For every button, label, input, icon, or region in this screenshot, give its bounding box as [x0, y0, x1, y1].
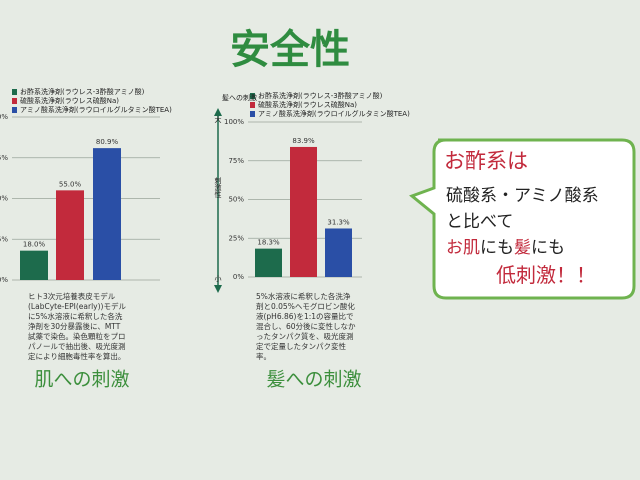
- bar: [20, 250, 48, 280]
- legend-swatch: [12, 107, 17, 113]
- arrow-top: 大: [215, 115, 222, 124]
- arrow-label: 刺激性: [214, 176, 222, 199]
- bar: [56, 190, 84, 280]
- value-label: 80.9%: [96, 138, 119, 146]
- arrow-bottom: 小: [215, 274, 222, 283]
- bar: [290, 146, 317, 277]
- callout-line: と比べて: [446, 212, 513, 232]
- callout-text: にも: [531, 238, 565, 258]
- callout-text: 髪: [514, 238, 531, 258]
- callout-line: 低刺激！！: [496, 263, 596, 287]
- legend-swatch: [12, 89, 17, 95]
- y-tick-label: 50%: [228, 196, 244, 204]
- legend-label: 硫酸系洗浄剤(ラウレス硫酸Na): [20, 96, 119, 105]
- legend-label: お酢系洗浄剤(ラウレス-3酢酸アミノ酸): [258, 91, 383, 100]
- y-tick-label: 100%: [224, 118, 244, 126]
- callout-text: お肌: [446, 238, 480, 258]
- callout-text: 硫酸系・アミノ酸系: [446, 186, 599, 206]
- y-tick-label: 50%: [0, 195, 8, 203]
- callout-text: と比べて: [446, 212, 513, 232]
- y-tick-label: 25%: [0, 235, 8, 243]
- callout-line: お酢系は: [444, 149, 528, 173]
- value-label: 18.3%: [257, 239, 280, 247]
- y-tick-label: 25%: [228, 234, 244, 242]
- callout-text: にも: [480, 238, 514, 258]
- y-tick-label: 100%: [0, 113, 8, 121]
- y-tick-label: 75%: [0, 154, 8, 162]
- chart-note: ヒト3次元培養表皮モデル(LabCyte-EPI(early))モデルに5%水溶…: [28, 292, 126, 361]
- value-label: 31.3%: [327, 218, 350, 226]
- y-tick-label: 75%: [228, 157, 244, 165]
- page-title: 安全性: [230, 27, 350, 73]
- legend-label: アミノ酸系洗浄剤(ラウロイルグルタミン酸TEA): [20, 105, 172, 114]
- legend-label: お酢系洗浄剤(ラウレス-3酢酸アミノ酸): [20, 87, 145, 96]
- value-label: 18.0%: [23, 241, 46, 249]
- callout-line: お肌にも髪にも: [446, 238, 565, 258]
- callout-text: お酢系は: [444, 149, 528, 173]
- legend-label: アミノ酸系洗浄剤(ラウロイルグルタミン酸TEA): [258, 109, 410, 118]
- y-tick-label: 0%: [233, 273, 244, 281]
- legend-label: 硫酸系洗浄剤(ラウレス硫酸Na): [258, 100, 357, 109]
- callout-line: 硫酸系・アミノ酸系: [446, 186, 599, 206]
- legend-swatch: [12, 98, 17, 104]
- legend-swatch: [250, 102, 255, 108]
- bar: [255, 248, 282, 277]
- value-label: 83.9%: [292, 137, 315, 145]
- bar: [325, 228, 352, 277]
- chart-note: 5%水溶液に希釈した各洗浄剤と0.05%ヘモグロビン酸化液(pH6.86)を1:…: [256, 292, 356, 361]
- callout-bubble: [409, 138, 636, 300]
- y-axis-label: 髪への刺激: [222, 93, 257, 102]
- legend-swatch: [250, 93, 255, 99]
- chart-title: 肌への刺激: [34, 369, 129, 391]
- value-label: 55.0%: [59, 180, 82, 188]
- chart-title: 髪への刺激: [266, 369, 361, 391]
- legend-swatch: [250, 111, 255, 117]
- y-tick-label: 0%: [0, 276, 8, 284]
- bar: [93, 148, 121, 280]
- callout-text: 低刺激！！: [496, 263, 596, 287]
